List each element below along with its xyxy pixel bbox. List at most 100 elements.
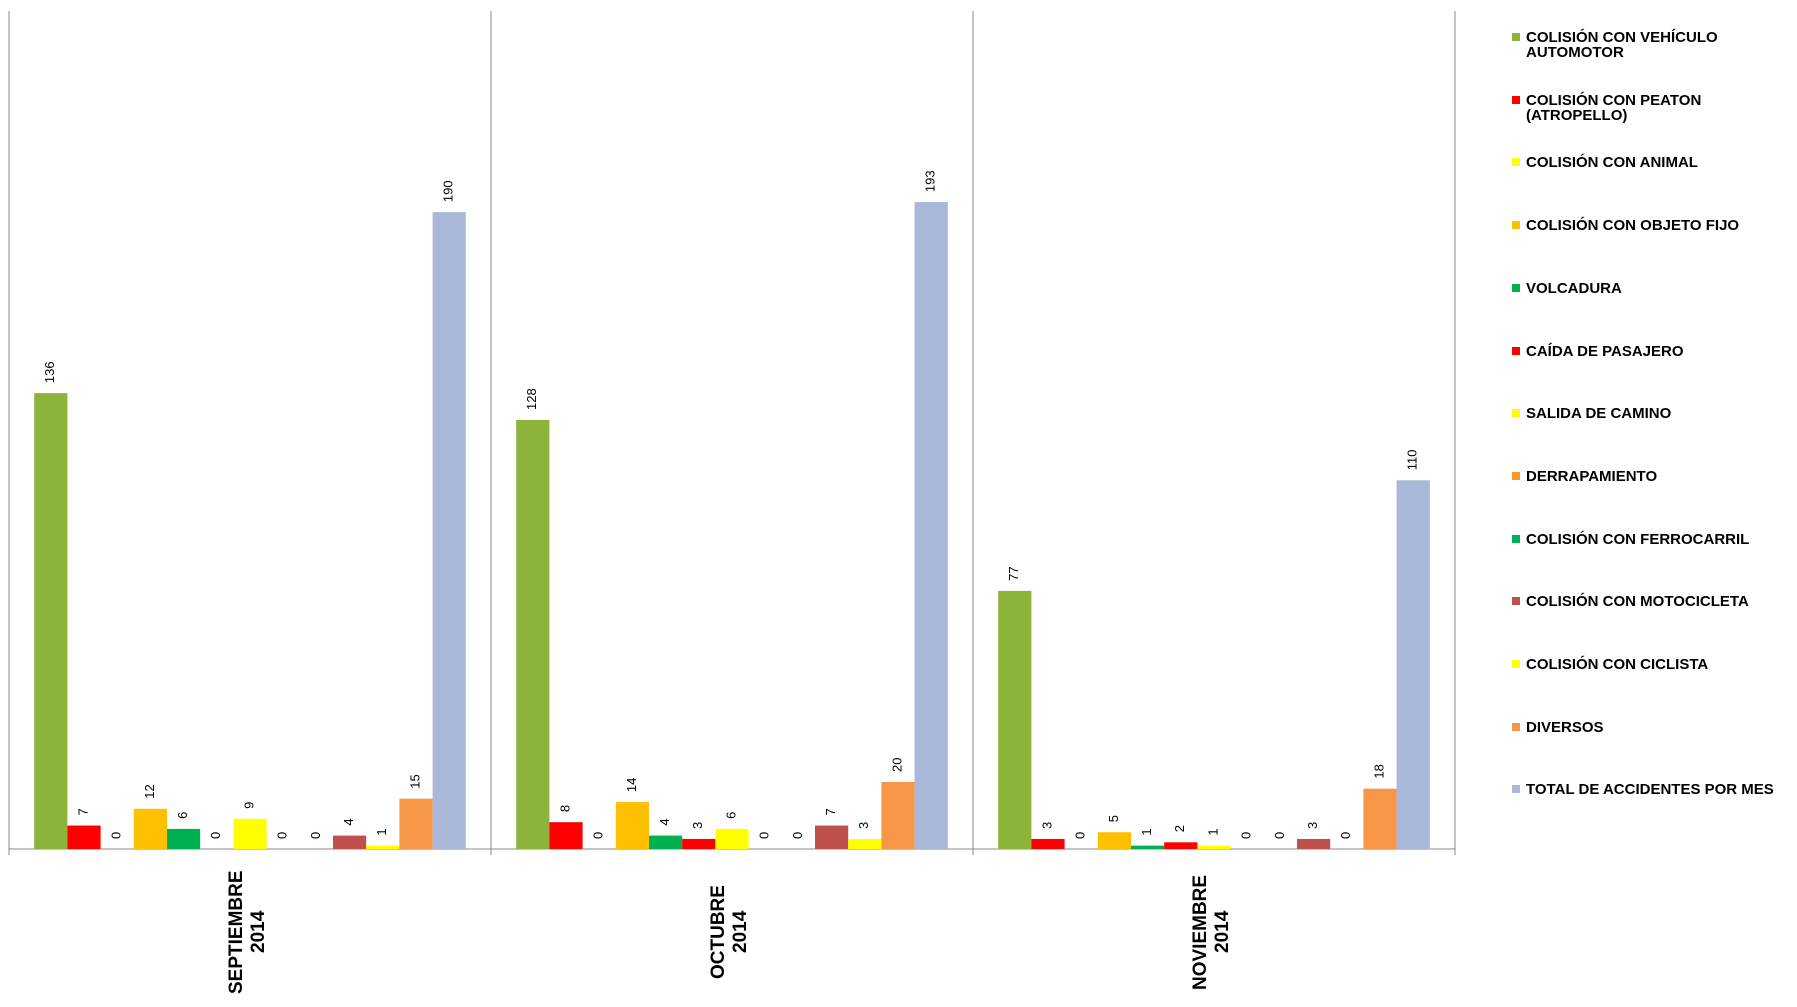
legend-label: VOLCADURA xyxy=(1526,279,1622,297)
data-label: 0 xyxy=(1073,832,1088,839)
legend-label: DERRAPAMIENTO xyxy=(1526,467,1658,485)
legend-item: COLISIÓN CON MOTOCICLETA xyxy=(1512,594,1792,609)
data-label: 6 xyxy=(175,812,190,819)
data-label: 0 xyxy=(1272,832,1287,839)
data-label: 7 xyxy=(75,808,90,815)
legend-swatch xyxy=(1512,409,1520,418)
legend-label: COLISIÓN CON OBJETO FIJO xyxy=(1526,217,1740,235)
legend-item: TOTAL DE ACCIDENTES POR MES xyxy=(1512,782,1792,797)
data-label: 4 xyxy=(657,818,672,825)
bar xyxy=(366,845,400,849)
data-label: 193 xyxy=(923,170,938,192)
legend-swatch xyxy=(1512,722,1520,731)
data-label: 6 xyxy=(723,812,738,819)
data-label: 1 xyxy=(374,828,389,835)
legend-label: COLISIÓN CON MOTOCICLETA xyxy=(1526,593,1749,611)
data-label: 0 xyxy=(591,832,606,839)
legend-label: COLISIÓN CON VEHÍCULO AUTOMOTOR xyxy=(1526,29,1718,61)
data-label: 5 xyxy=(1106,815,1121,822)
legend-swatch xyxy=(1512,785,1520,794)
legend-item: DIVERSOS xyxy=(1512,720,1792,735)
x-tick-label: SEPTIEMBRE 2014 xyxy=(226,870,269,994)
data-label: 0 xyxy=(1239,832,1254,839)
legend-item: COLISIÓN CON FERROCARRIL xyxy=(1512,532,1792,547)
data-label: 0 xyxy=(109,832,124,839)
data-label: 20 xyxy=(889,757,904,771)
bar xyxy=(815,825,849,849)
bar xyxy=(1031,838,1065,849)
data-label: 4 xyxy=(341,818,356,825)
bar xyxy=(34,393,68,849)
legend-item: VOLCADURA xyxy=(1512,281,1792,296)
legend-label: COLISIÓN CON FERROCARRIL xyxy=(1526,530,1750,548)
bar xyxy=(516,419,550,849)
data-label: 0 xyxy=(757,832,772,839)
legend-item: COLISIÓN CON VEHÍCULO AUTOMOTOR xyxy=(1512,30,1792,60)
legend-label: COLISIÓN CON ANIMAL xyxy=(1526,154,1698,172)
legend-item: COLISIÓN CON CICLISTA xyxy=(1512,657,1792,672)
legend-item: CAÍDA DE PASAJERO xyxy=(1512,344,1792,359)
legend-item: COLISIÓN CON PEATON (ATROPELLO) xyxy=(1512,93,1792,123)
legend-item: DERRAPAMIENTO xyxy=(1512,469,1792,484)
data-label: 3 xyxy=(1039,822,1054,829)
data-label: 2 xyxy=(1172,825,1187,832)
bar xyxy=(133,808,167,849)
data-label: 128 xyxy=(524,388,539,410)
data-label: 8 xyxy=(557,805,572,812)
data-label: 12 xyxy=(142,784,157,798)
bar xyxy=(67,825,101,849)
data-label: 0 xyxy=(1338,832,1353,839)
bar xyxy=(1197,845,1231,849)
data-label: 0 xyxy=(208,832,223,839)
bar xyxy=(715,828,749,849)
bar xyxy=(432,212,466,849)
data-label: 18 xyxy=(1371,764,1386,778)
legend-swatch xyxy=(1512,346,1520,355)
bar xyxy=(649,835,683,849)
data-label: 0 xyxy=(790,832,805,839)
data-label: 1 xyxy=(1205,828,1220,835)
bar xyxy=(1396,480,1430,849)
legend-label: DIVERSOS xyxy=(1526,718,1604,736)
legend-swatch xyxy=(1512,471,1520,480)
data-label: 1 xyxy=(1139,828,1154,835)
legend-swatch xyxy=(1512,660,1520,668)
bar xyxy=(1131,845,1165,849)
bar xyxy=(399,798,433,849)
bar xyxy=(682,838,716,849)
data-label: 15 xyxy=(407,774,422,788)
data-label: 9 xyxy=(241,802,256,809)
data-label: 7 xyxy=(823,808,838,815)
data-label: 110 xyxy=(1405,450,1420,471)
bar xyxy=(1363,788,1397,849)
data-label: 136 xyxy=(42,361,57,383)
bar xyxy=(333,835,367,849)
bar xyxy=(1097,832,1131,849)
bar xyxy=(615,802,649,849)
legend-swatch xyxy=(1512,597,1520,606)
data-label: 14 xyxy=(624,778,639,792)
legend-label: COLISIÓN CON CICLISTA xyxy=(1526,656,1709,673)
x-tick-label: NOVIEMBRE 2014 xyxy=(1190,874,1233,990)
data-label: 77 xyxy=(1006,566,1021,580)
bar xyxy=(167,828,201,849)
legend-label: CAÍDA DE PASAJERO xyxy=(1526,342,1684,360)
data-label: 0 xyxy=(308,832,323,839)
x-tick-label: OCTUBRE 2014 xyxy=(708,885,751,979)
bar xyxy=(1164,842,1198,849)
legend-swatch xyxy=(1512,534,1520,543)
legend-swatch xyxy=(1512,95,1520,104)
bar xyxy=(848,838,882,849)
bar xyxy=(881,781,915,849)
legend-item: SALIDA DE CAMINO xyxy=(1512,406,1792,421)
bar xyxy=(998,590,1032,849)
legend-swatch xyxy=(1512,33,1520,41)
data-label: 3 xyxy=(690,822,705,829)
legend-swatch xyxy=(1512,158,1520,167)
legend-swatch xyxy=(1512,283,1520,292)
data-label: 3 xyxy=(856,822,871,829)
bar xyxy=(914,202,948,850)
legend-item: COLISIÓN CON ANIMAL xyxy=(1512,155,1792,170)
